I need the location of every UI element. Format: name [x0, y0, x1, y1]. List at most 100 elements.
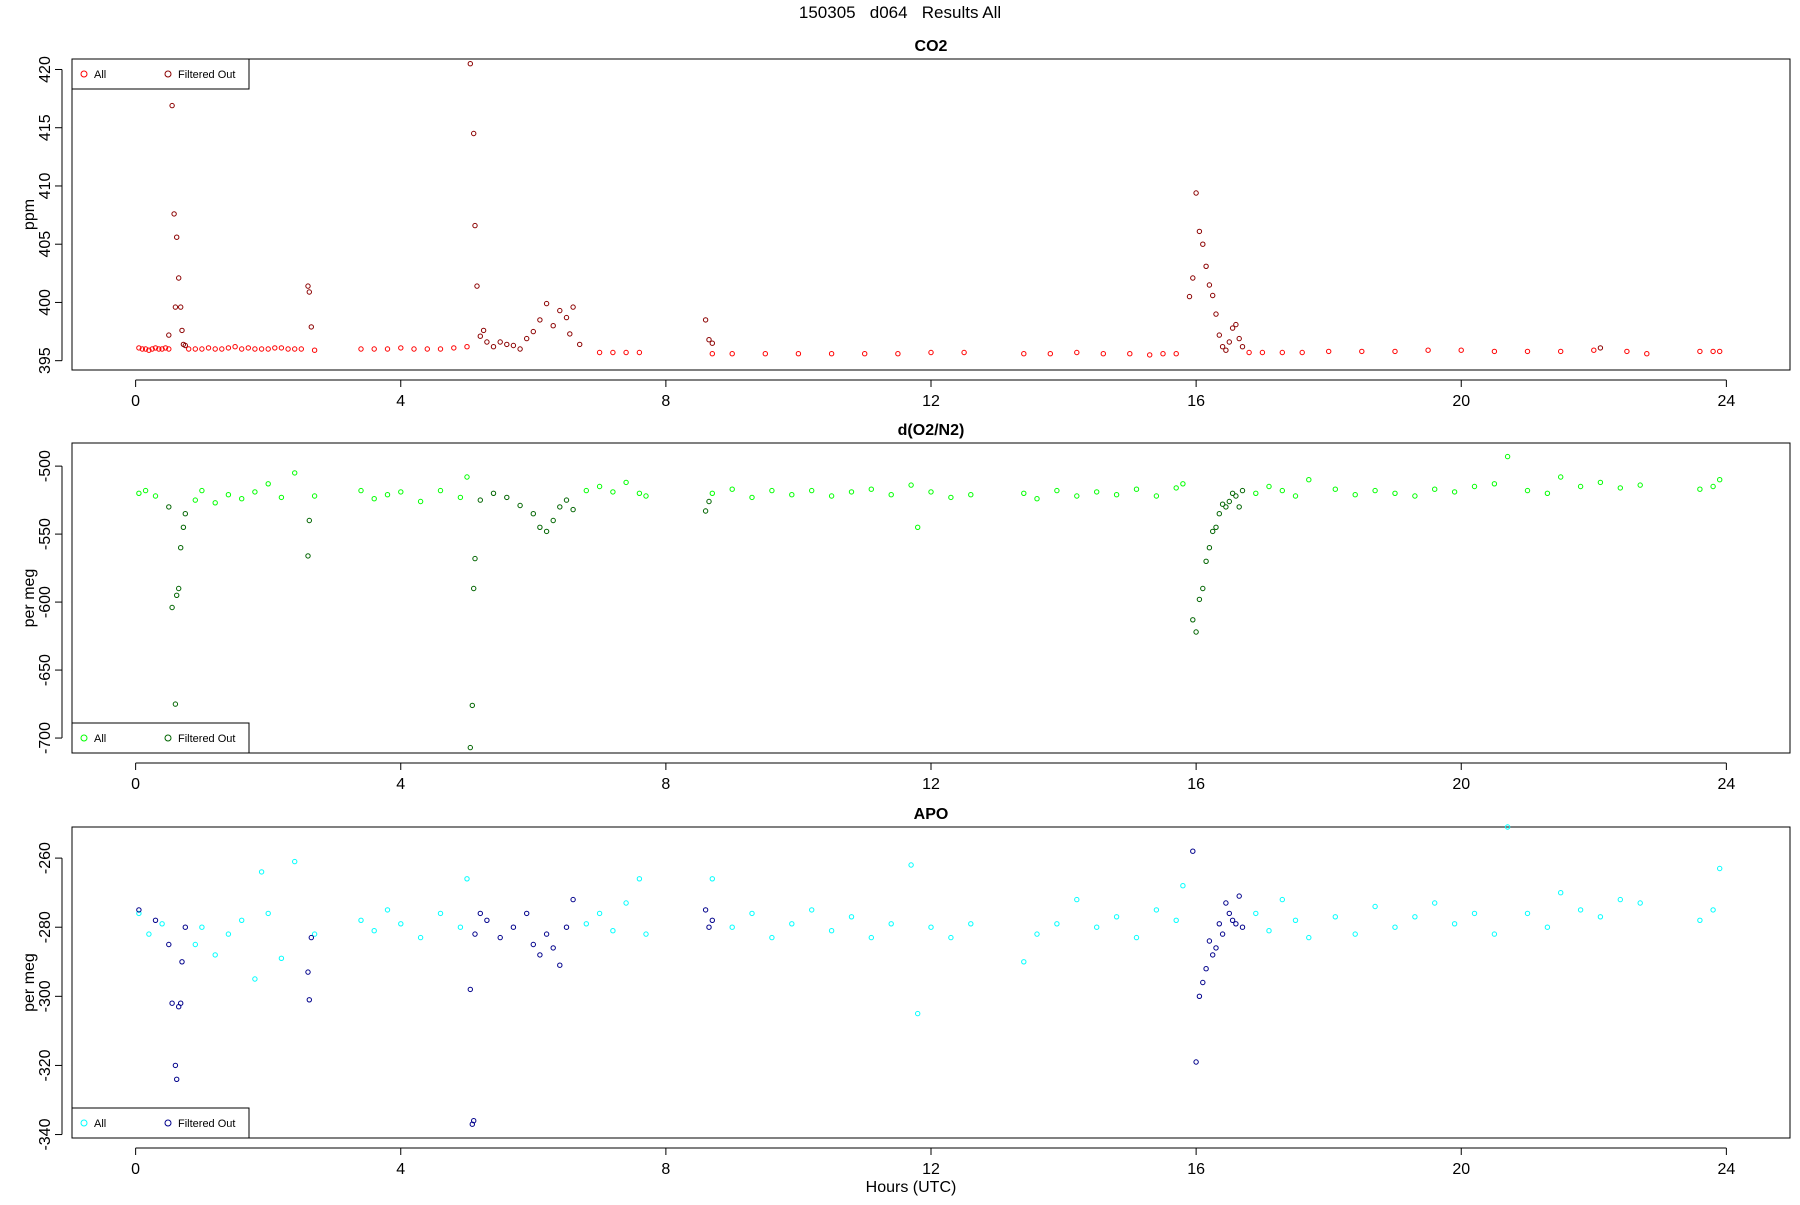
data-point	[1203, 558, 1209, 564]
data-point	[1697, 486, 1703, 492]
x-tick-label: 4	[396, 393, 405, 410]
data-point	[306, 997, 312, 1003]
data-point	[702, 317, 709, 323]
data-point	[292, 858, 298, 865]
data-point	[1412, 493, 1418, 499]
data-point	[1206, 545, 1213, 551]
data-point	[146, 931, 152, 937]
data-point	[848, 914, 855, 920]
legend-marker	[164, 1119, 172, 1127]
data-point	[530, 328, 536, 335]
data-point	[1216, 511, 1223, 517]
data-point	[1432, 900, 1438, 906]
data-point	[1113, 492, 1120, 498]
data-point	[1074, 349, 1080, 356]
data-point	[709, 917, 715, 923]
data-point	[212, 346, 218, 352]
panel-1: CO2 0 4 8 12 16 20 24 395 400 405 410 415 420 ppm All Fi…	[21, 38, 1791, 410]
data-point	[464, 876, 470, 882]
data-point	[1432, 486, 1438, 492]
data-point	[1266, 928, 1272, 934]
y-tick-label: -320	[37, 1049, 54, 1081]
data-point	[1637, 482, 1643, 488]
data-point	[1173, 351, 1179, 357]
data-point	[265, 481, 271, 487]
data-point	[1697, 348, 1703, 355]
data-point	[1074, 896, 1080, 903]
x-tick-label: 24	[1717, 393, 1735, 410]
data-point	[1544, 924, 1551, 930]
data-point	[239, 346, 245, 352]
data-point	[308, 934, 314, 941]
data-point	[1133, 934, 1140, 941]
data-point	[1233, 921, 1239, 927]
panel-title: CO2	[915, 38, 948, 55]
data-point	[1597, 479, 1604, 486]
data-point	[1451, 489, 1458, 495]
data-point	[199, 924, 205, 930]
data-point	[272, 345, 278, 351]
data-point	[1226, 498, 1233, 505]
data-point	[1173, 485, 1179, 491]
data-point	[1034, 931, 1040, 937]
legend-marker	[80, 70, 88, 78]
data-point	[1471, 483, 1478, 490]
data-point	[457, 494, 464, 501]
data-point	[166, 941, 172, 948]
plot-frame	[71, 442, 1791, 754]
data-point	[1332, 914, 1339, 920]
data-point	[176, 275, 182, 281]
data-point	[176, 585, 182, 592]
data-point	[610, 489, 616, 495]
data-point	[749, 910, 755, 917]
data-point	[729, 351, 735, 357]
data-point	[1236, 335, 1242, 342]
data-point	[232, 344, 238, 350]
data-point	[1246, 349, 1252, 356]
data-point	[729, 924, 735, 930]
x-tick-label: 0	[131, 776, 140, 793]
data-point	[1180, 481, 1186, 487]
data-point	[1186, 293, 1193, 300]
y-tick-label: 410	[37, 173, 54, 200]
data-point	[968, 921, 974, 927]
data-point	[252, 346, 258, 352]
data-point	[1173, 917, 1179, 923]
data-point	[563, 314, 570, 321]
y-axis: -700 -650 -600 -550 -500	[37, 450, 63, 754]
data-point	[1236, 893, 1242, 899]
data-point	[472, 931, 478, 937]
data-point	[398, 489, 404, 495]
series-all	[136, 344, 1723, 358]
y-tick-label: -500	[37, 450, 54, 482]
data-point	[1491, 481, 1498, 487]
data-point	[510, 924, 517, 930]
data-point	[1219, 501, 1226, 507]
data-point	[709, 351, 715, 357]
data-point	[557, 962, 563, 968]
series-all	[136, 453, 1723, 530]
data-point	[928, 489, 934, 495]
x-tick-label: 16	[1187, 1161, 1205, 1178]
data-point	[1054, 921, 1060, 927]
data-point	[159, 346, 165, 352]
data-point	[358, 346, 364, 352]
data-point	[162, 345, 169, 351]
data-point	[1710, 483, 1716, 490]
data-point	[749, 494, 755, 501]
data-point	[530, 511, 536, 517]
y-axis-label: per meg	[21, 569, 38, 628]
data-point	[570, 304, 576, 310]
data-point	[1239, 487, 1246, 494]
data-point	[729, 486, 735, 492]
data-point	[398, 921, 404, 927]
data-point	[186, 346, 192, 352]
data-point	[1203, 263, 1209, 269]
data-point	[1577, 907, 1584, 913]
x-tick-label: 16	[1187, 393, 1205, 410]
data-point	[1617, 896, 1624, 903]
y-axis: 395 400 405 410 415 420	[37, 56, 63, 374]
legend-box	[71, 58, 250, 90]
data-point	[795, 351, 802, 357]
data-point	[1372, 487, 1378, 494]
